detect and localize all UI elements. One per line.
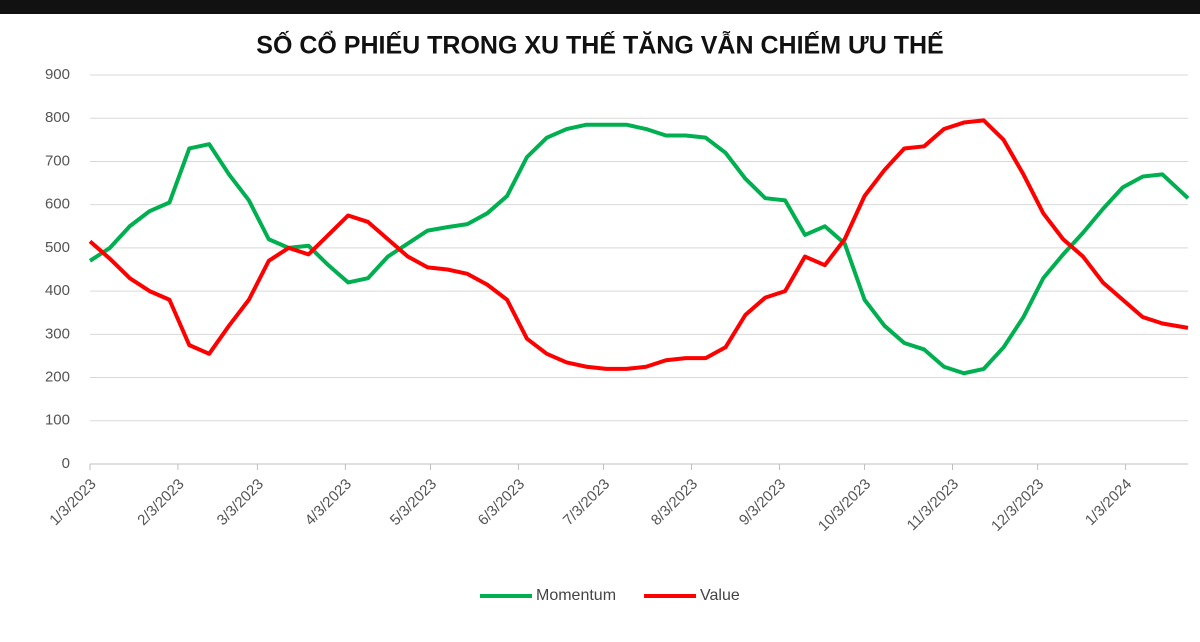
top-bar bbox=[0, 0, 1200, 14]
x-tick-label: 3/3/2023 bbox=[214, 476, 267, 529]
y-tick-label: 400 bbox=[45, 282, 70, 299]
y-tick-label: 900 bbox=[45, 66, 70, 83]
x-tick-label: 5/3/2023 bbox=[387, 476, 440, 529]
legend-label: Value bbox=[700, 587, 740, 604]
y-tick-label: 200 bbox=[45, 369, 70, 386]
y-tick-label: 600 bbox=[45, 196, 70, 213]
y-tick-label: 100 bbox=[45, 412, 70, 429]
y-tick-label: 500 bbox=[45, 239, 70, 256]
line-series bbox=[88, 118, 1189, 371]
x-tick-label: 9/3/2023 bbox=[736, 476, 789, 529]
y-tick-label: 800 bbox=[45, 109, 70, 126]
line-series bbox=[88, 122, 1190, 376]
x-tick-label: 1/3/2024 bbox=[1082, 476, 1135, 529]
y-tick-label: 700 bbox=[45, 152, 70, 169]
x-tick-label: 10/3/2023 bbox=[815, 476, 874, 535]
x-tick-label: 11/3/2023 bbox=[904, 476, 962, 534]
x-tick-label: 1/3/2023 bbox=[46, 476, 99, 529]
y-tick-label: 300 bbox=[45, 325, 70, 342]
x-tick-label: 12/3/2023 bbox=[988, 476, 1047, 535]
y-tick-label: 0 bbox=[62, 455, 70, 472]
x-tick-label: 4/3/2023 bbox=[302, 476, 355, 529]
chart-title: SỐ CỔ PHIẾU TRONG XU THẾ TĂNG VẪN CHIẾM … bbox=[256, 30, 943, 60]
x-tick-label: 7/3/2023 bbox=[560, 476, 613, 529]
x-tick-label: 8/3/2023 bbox=[648, 476, 701, 529]
x-tick-label: 2/3/2023 bbox=[134, 476, 187, 529]
x-tick-label: 6/3/2023 bbox=[475, 476, 528, 529]
legend-label: Momentum bbox=[536, 587, 616, 604]
